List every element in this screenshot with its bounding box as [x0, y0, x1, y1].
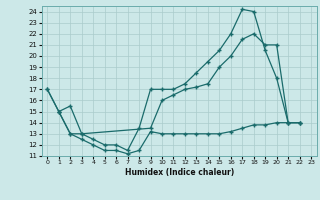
- X-axis label: Humidex (Indice chaleur): Humidex (Indice chaleur): [124, 168, 234, 177]
